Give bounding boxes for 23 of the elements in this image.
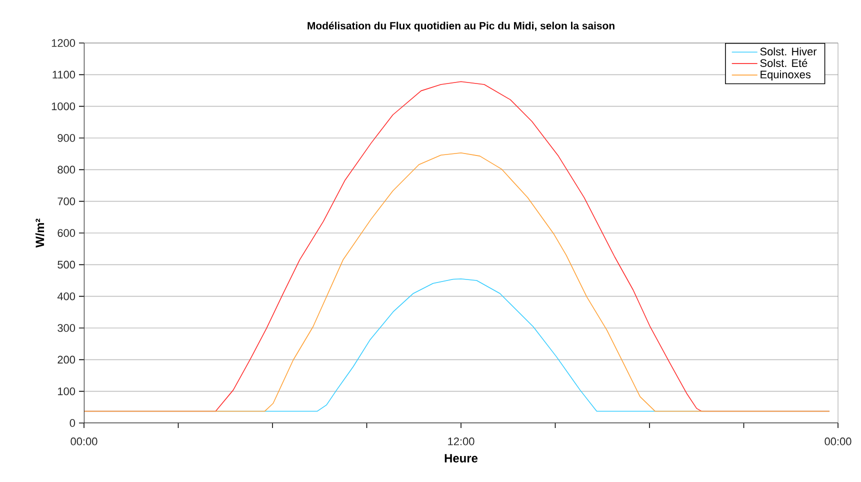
x-tick-label: 12:00 (448, 438, 474, 446)
x-tick-label: 00:00 (70, 438, 98, 446)
y-tick-label: 800 (58, 166, 76, 174)
y-tick-label: 0 (70, 419, 76, 427)
y-tick-label: 700 (58, 197, 76, 206)
y-tick-label: 100 (58, 387, 76, 396)
y-tick-label: 1200 (52, 39, 76, 47)
y-tick-label: 500 (58, 260, 76, 269)
chart-title: Modélisation du Flux quotidien au Pic du Midi, selon la saison (308, 22, 614, 32)
y-tick-label: 900 (58, 134, 76, 142)
x-axis-title: Heure (444, 454, 478, 462)
y-tick-label: 1100 (52, 70, 76, 79)
legend-label: Solst. Eté (760, 58, 808, 67)
legend-label: Equinoxes (760, 70, 811, 81)
line-series (84, 152, 830, 412)
x-tick-label: 00:00 (824, 438, 852, 446)
y-tick-label: 1000 (52, 102, 76, 110)
y-tick-label: 200 (58, 356, 76, 364)
legend-label: Solst. Hiver (760, 47, 817, 56)
y-tick-label: 400 (57, 292, 76, 300)
y-tick-label: 300 (58, 324, 76, 332)
y-axis-title: W/m² (35, 218, 44, 248)
y-tick-label: 600 (58, 229, 76, 237)
